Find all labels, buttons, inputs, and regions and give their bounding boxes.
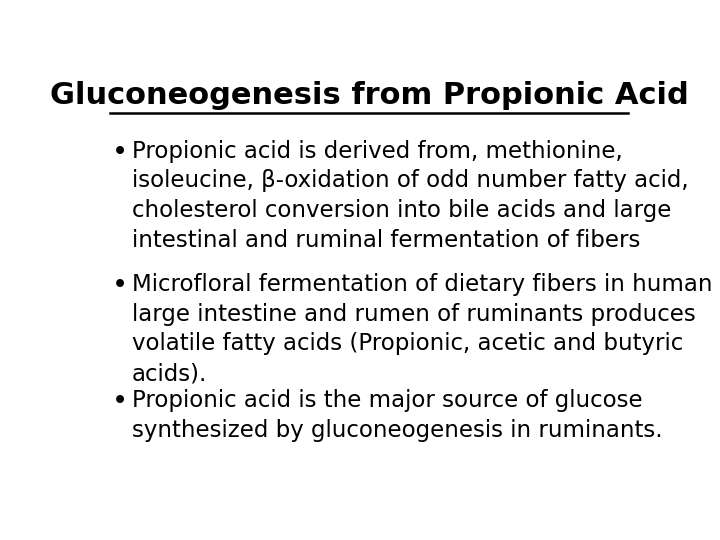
Text: •: • (112, 140, 128, 166)
Text: Microfloral fermentation of dietary fibers in human
large intestine and rumen of: Microfloral fermentation of dietary fibe… (132, 273, 712, 385)
Text: Propionic acid is derived from, methionine,
isoleucine, β-oxidation of odd numbe: Propionic acid is derived from, methioni… (132, 140, 688, 252)
Text: •: • (112, 273, 128, 299)
Text: Gluconeogenesis from Propionic Acid: Gluconeogenesis from Propionic Acid (50, 82, 688, 111)
Text: Propionic acid is the major source of glucose
synthesized by gluconeogenesis in : Propionic acid is the major source of gl… (132, 389, 662, 442)
Text: •: • (112, 389, 128, 415)
